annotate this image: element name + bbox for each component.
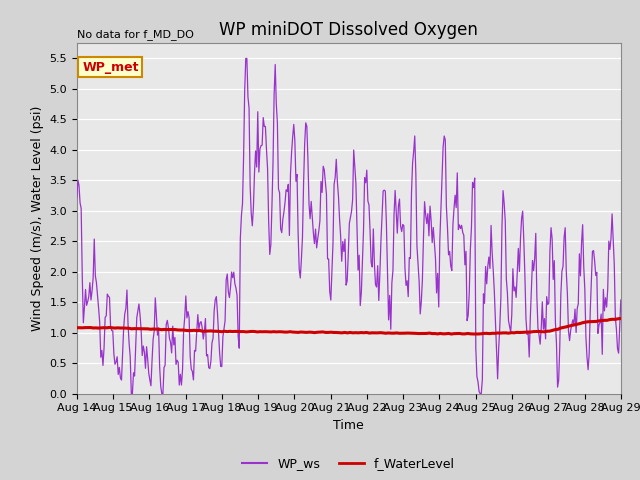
Text: WP_met: WP_met	[82, 61, 139, 74]
Legend: WP_ws, f_WaterLevel: WP_ws, f_WaterLevel	[237, 452, 460, 475]
X-axis label: Time: Time	[333, 419, 364, 432]
Title: WP miniDOT Dissolved Oxygen: WP miniDOT Dissolved Oxygen	[220, 21, 478, 39]
Y-axis label: Wind Speed (m/s), Water Level (psi): Wind Speed (m/s), Water Level (psi)	[31, 106, 44, 331]
Text: No data for f_MD_DO: No data for f_MD_DO	[77, 29, 194, 40]
